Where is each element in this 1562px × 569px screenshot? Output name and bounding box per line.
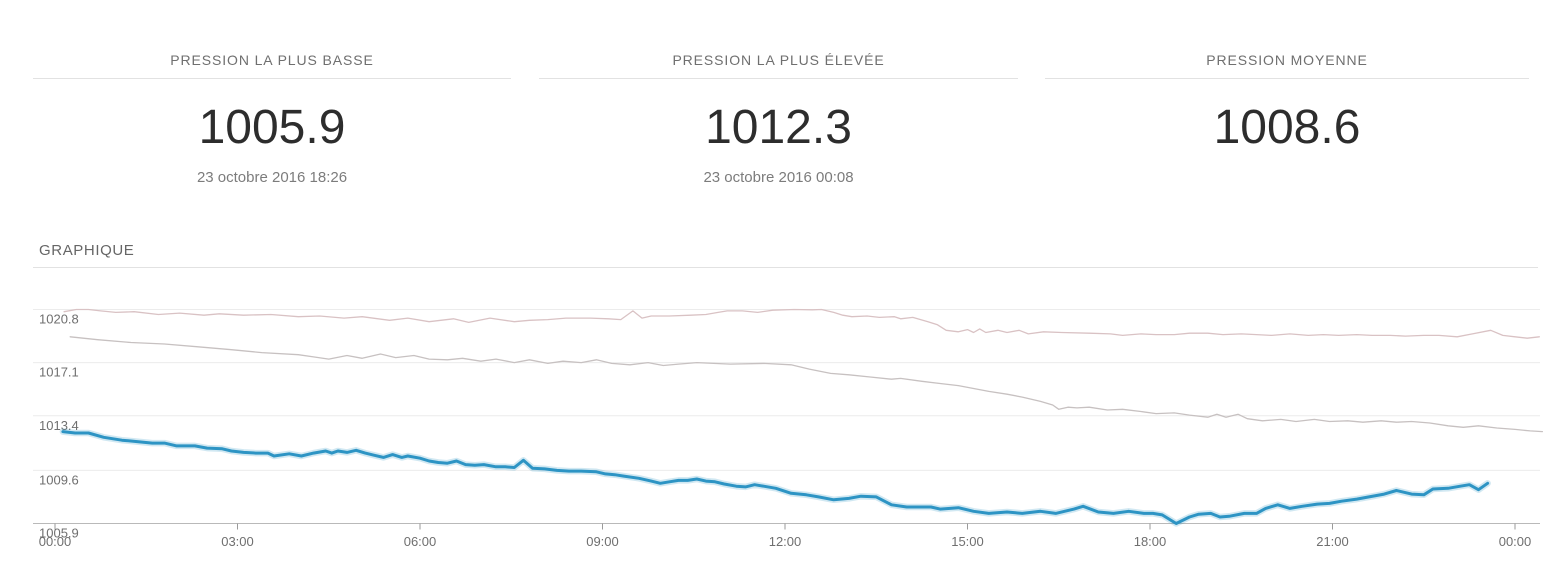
stat-card-average-pressure: PRESSION MOYENNE 1008.6 xyxy=(1045,52,1529,187)
series-line-pressure-upper-pink xyxy=(63,308,1540,339)
x-tick-label: 06:00 xyxy=(404,534,437,549)
y-tick-label: 1009.6 xyxy=(39,472,79,487)
stat-value-lowest: 1005.9 xyxy=(198,101,346,154)
stat-title-lowest: PRESSION LA PLUS BASSE xyxy=(33,52,511,79)
stat-date-highest: 23 octobre 2016 00:08 xyxy=(703,169,854,186)
x-tick-label: 03:00 xyxy=(221,534,254,549)
graph-section-title: GRAPHIQUE xyxy=(39,242,135,259)
stat-title-average: PRESSION MOYENNE xyxy=(1045,52,1529,79)
series-line-pressure-mid-gray xyxy=(69,336,1544,433)
y-tick-label: 1017.1 xyxy=(39,365,79,380)
stat-date-lowest: 23 octobre 2016 18:26 xyxy=(196,169,348,186)
x-tick-label: 18:00 xyxy=(1134,534,1167,549)
y-tick-label: 1005.9 xyxy=(39,526,79,541)
x-tick-label: 21:00 xyxy=(1316,534,1349,549)
graph-section-divider xyxy=(33,267,1538,268)
x-tick-label: 15:00 xyxy=(951,534,984,549)
stat-value-average: 1008.6 xyxy=(1213,101,1361,154)
x-tick-label: 00:00 xyxy=(1499,534,1532,549)
stat-value-highest: 1012.3 xyxy=(705,101,852,154)
stat-title-highest: PRESSION LA PLUS ÉLEVÉE xyxy=(539,52,1018,79)
x-tick-label: 00:00 xyxy=(39,534,72,549)
x-tick-label: 09:00 xyxy=(586,534,619,549)
x-tick-label: 12:00 xyxy=(769,534,802,549)
stat-card-lowest-pressure: PRESSION LA PLUS BASSE 1005.9 23 octobre… xyxy=(33,52,511,187)
y-tick-label: 1013.4 xyxy=(39,418,79,433)
y-tick-label: 1020.8 xyxy=(39,312,79,327)
stat-card-highest-pressure: PRESSION LA PLUS ÉLEVÉE 1012.3 23 octobr… xyxy=(539,52,1018,187)
series-line-glow-pressure-measured-blue xyxy=(59,428,1491,527)
series-line-pressure-measured-blue xyxy=(61,430,1490,525)
